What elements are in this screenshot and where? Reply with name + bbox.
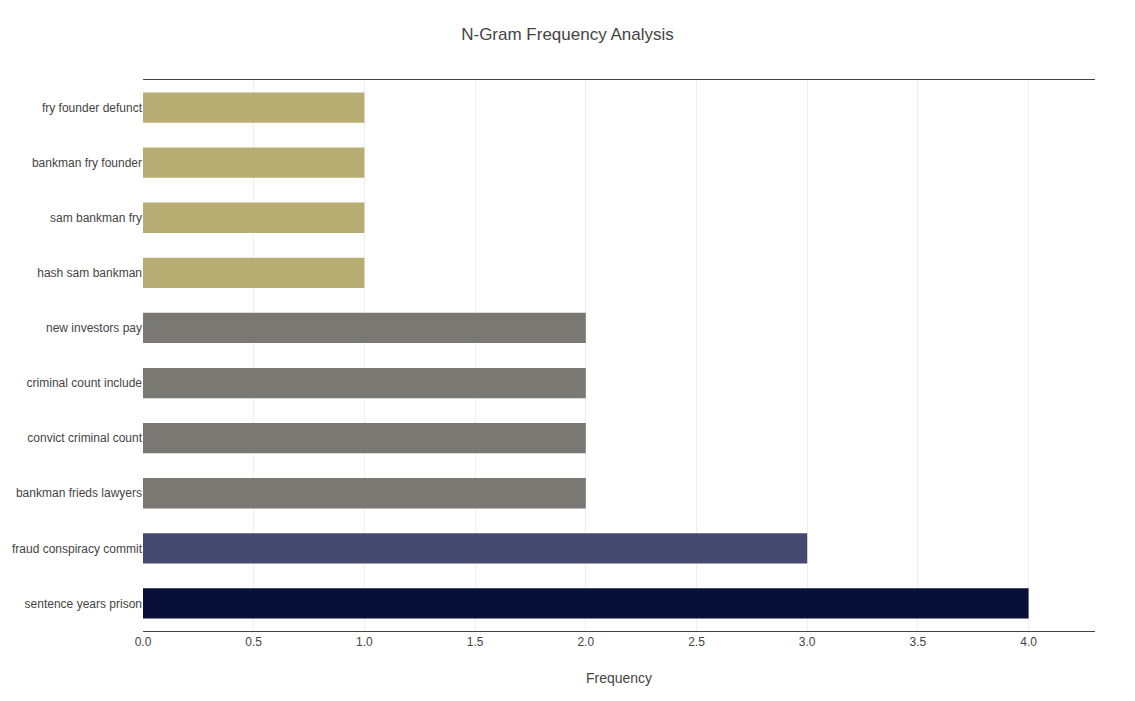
svg-text:1.0: 1.0 (356, 635, 373, 649)
svg-text:1.5: 1.5 (467, 635, 484, 649)
svg-text:criminal count include: criminal count include (27, 376, 143, 390)
svg-text:sentence years prison: sentence years prison (25, 597, 142, 611)
svg-text:3.5: 3.5 (910, 635, 927, 649)
svg-text:4.0: 4.0 (1020, 635, 1037, 649)
svg-text:2.0: 2.0 (577, 635, 594, 649)
svg-text:Frequency: Frequency (586, 670, 652, 686)
svg-text:sam bankman fry: sam bankman fry (50, 211, 142, 225)
svg-text:0.0: 0.0 (135, 635, 152, 649)
svg-text:hash sam bankman: hash sam bankman (37, 266, 142, 280)
svg-text:fraud conspiracy commit: fraud conspiracy commit (12, 542, 143, 556)
svg-text:bankman fry founder: bankman fry founder (32, 156, 142, 170)
svg-text:convict criminal count: convict criminal count (27, 431, 142, 445)
svg-text:0.5: 0.5 (245, 635, 262, 649)
svg-text:N-Gram Frequency Analysis: N-Gram Frequency Analysis (461, 25, 674, 44)
svg-text:fry founder defunct: fry founder defunct (42, 101, 143, 115)
svg-text:2.5: 2.5 (688, 635, 705, 649)
svg-text:3.0: 3.0 (799, 635, 816, 649)
svg-text:bankman frieds lawyers: bankman frieds lawyers (16, 486, 142, 500)
svg-text:new investors pay: new investors pay (46, 321, 142, 335)
